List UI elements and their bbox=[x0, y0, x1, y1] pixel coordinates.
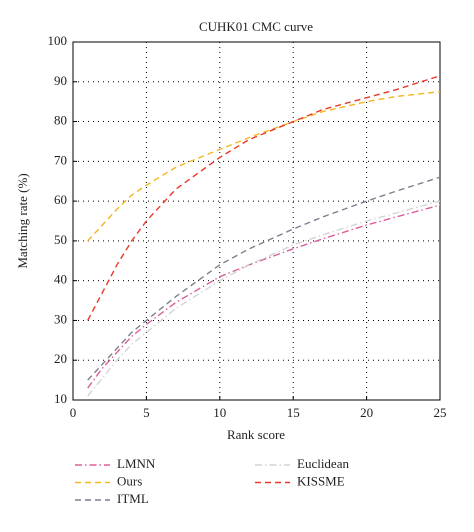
y-tick-label: 60 bbox=[54, 192, 67, 207]
y-tick-label: 70 bbox=[54, 152, 67, 167]
legend-label: Euclidean bbox=[297, 456, 349, 471]
y-axis-label: Matching rate (%) bbox=[15, 173, 30, 268]
x-tick-label: 10 bbox=[213, 405, 226, 420]
y-tick-label: 90 bbox=[54, 73, 67, 88]
legend-label: ITML bbox=[117, 491, 149, 506]
y-tick-label: 10 bbox=[54, 391, 67, 406]
plot-frame bbox=[72, 41, 441, 401]
x-tick-label: 15 bbox=[287, 405, 300, 420]
y-tick-label: 50 bbox=[54, 232, 67, 247]
series-line bbox=[87, 176, 441, 381]
y-tick-label: 100 bbox=[48, 33, 68, 48]
y-tick-label: 80 bbox=[54, 113, 67, 128]
x-tick-label: 0 bbox=[70, 405, 77, 420]
y-tick-label: 30 bbox=[54, 311, 67, 326]
y-tick-label: 40 bbox=[54, 272, 67, 287]
series-line bbox=[87, 91, 441, 242]
legend-label: Ours bbox=[117, 473, 142, 488]
legend-label: LMNN bbox=[117, 456, 156, 471]
x-tick-label: 20 bbox=[360, 405, 373, 420]
y-tick-label: 20 bbox=[54, 351, 67, 366]
legend-label: KISSME bbox=[297, 473, 345, 488]
series-line bbox=[87, 200, 441, 397]
chart-title: CUHK01 CMC curve bbox=[199, 19, 313, 34]
x-tick-label: 25 bbox=[434, 405, 447, 420]
series-line bbox=[87, 204, 441, 389]
x-tick-label: 5 bbox=[143, 405, 150, 420]
x-axis-label: Rank score bbox=[227, 427, 285, 442]
series-line bbox=[87, 75, 441, 321]
